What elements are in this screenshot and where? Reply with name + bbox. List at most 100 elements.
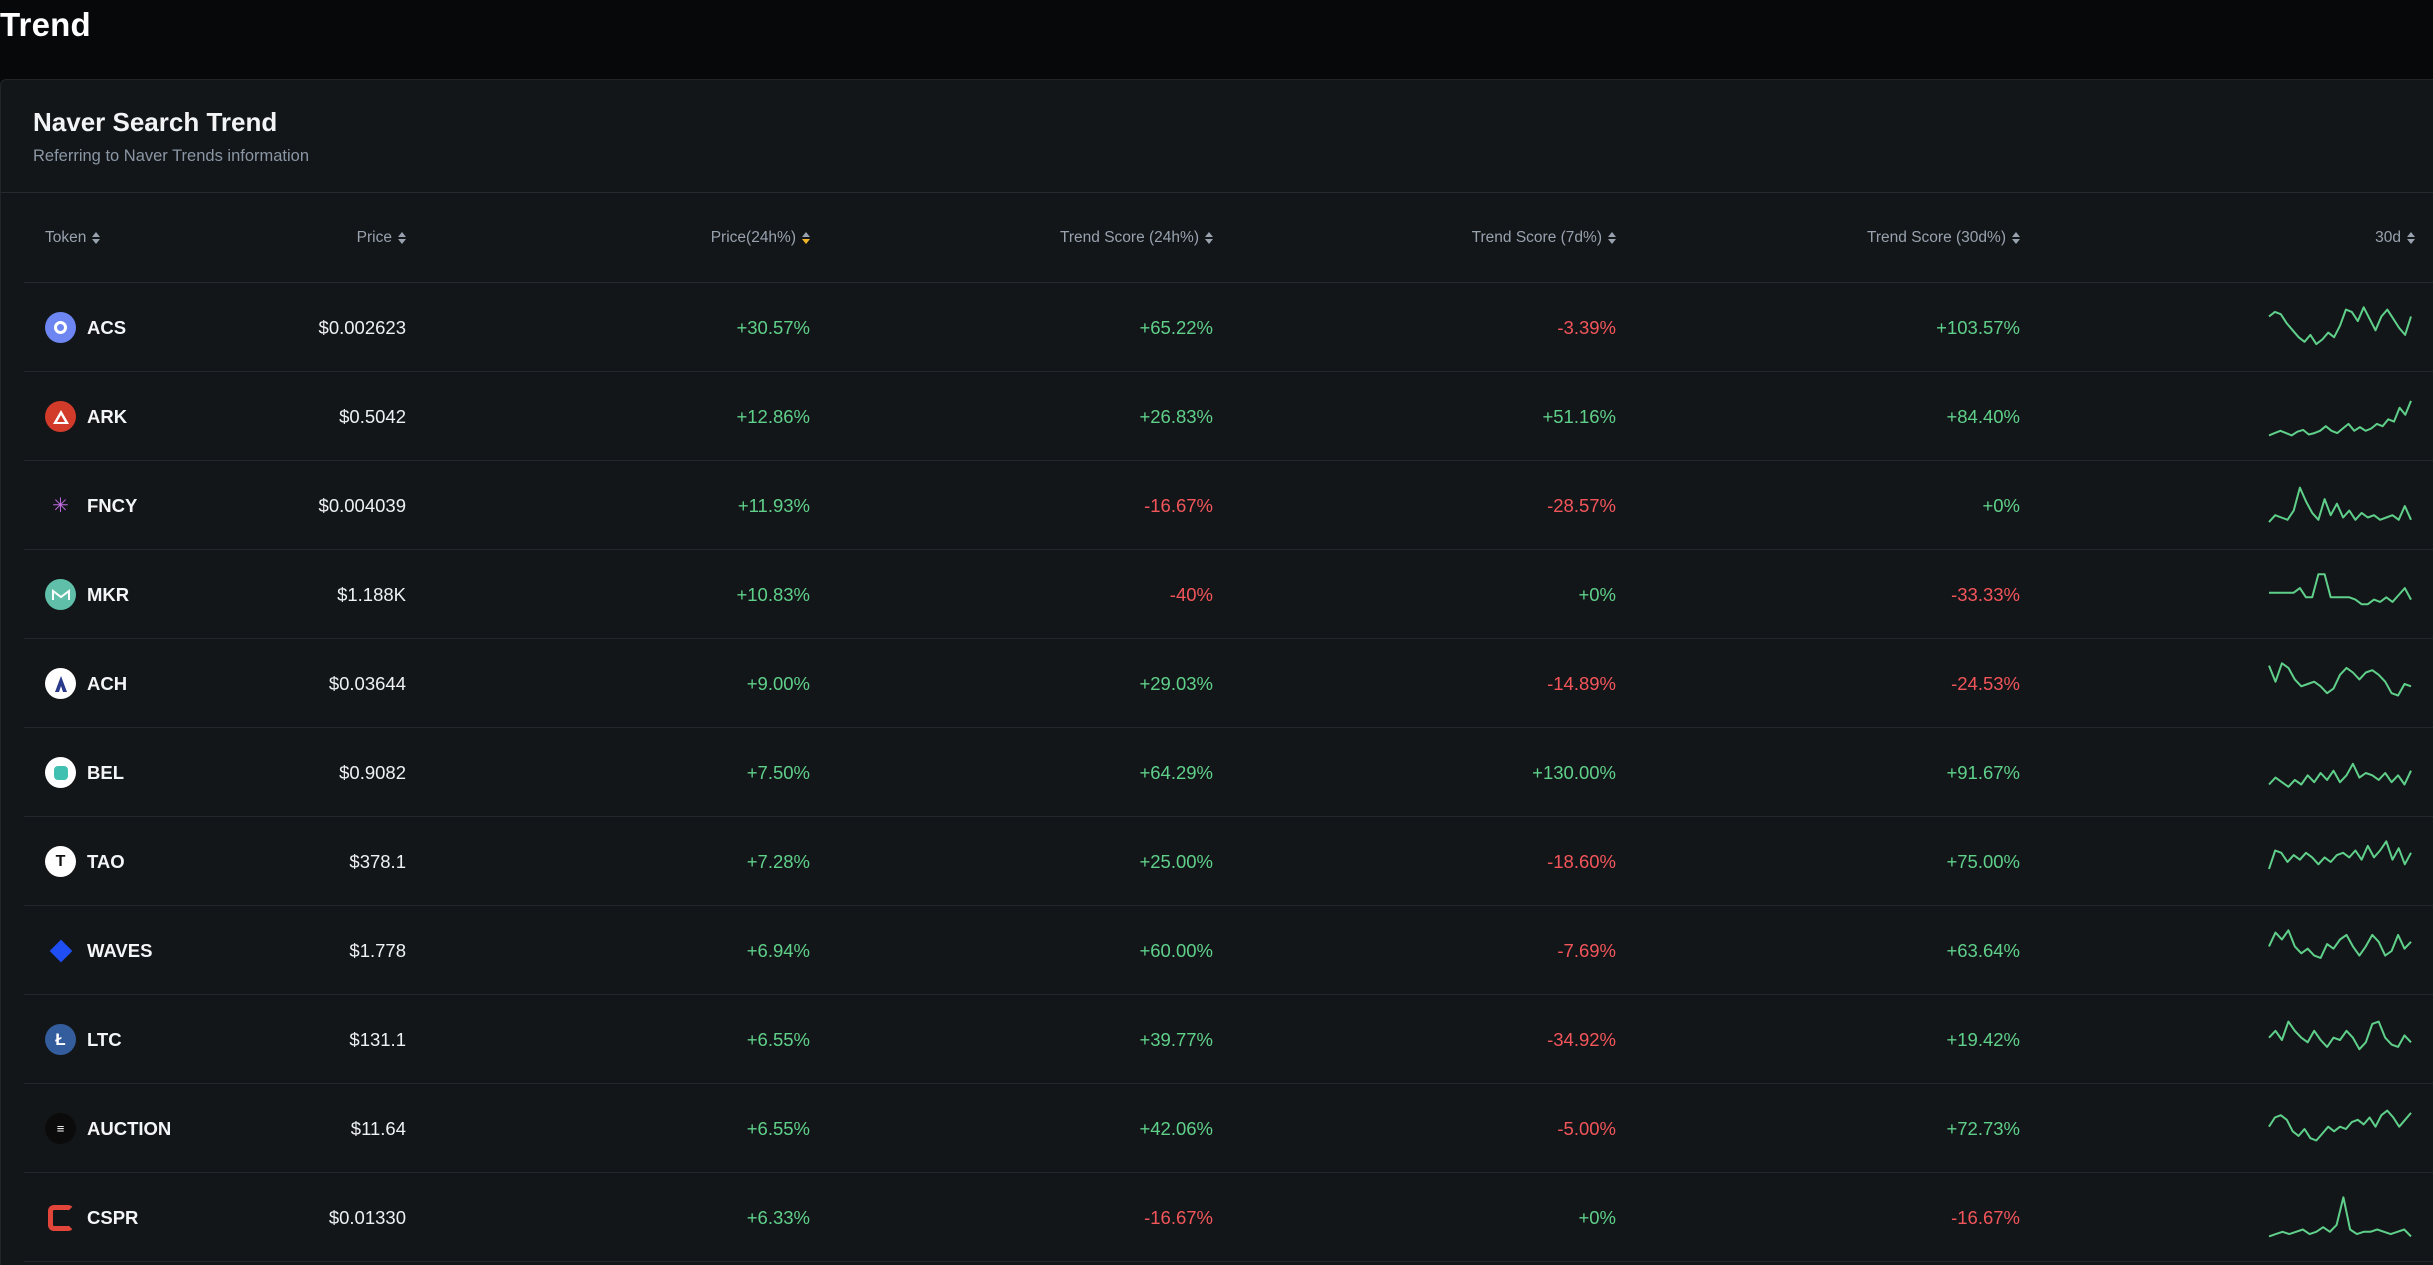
table-row-bel[interactable]: BEL $0.9082 +7.50% +64.29% +130.00% +91.… — [24, 728, 2433, 817]
token-name: BEL — [87, 761, 124, 783]
column-header-trend-7d[interactable]: Trend Score (7d%) — [1472, 194, 1616, 282]
sparkline-30d — [2268, 661, 2412, 696]
trend-24h-cell: +64.29% — [1139, 761, 1213, 783]
sparkline-cell — [2265, 283, 2415, 372]
price-cell: $378.1 — [349, 850, 406, 872]
card-title: Naver Search Trend — [33, 107, 278, 137]
table-row-ltc[interactable]: Ł LTC $131.1 +6.55% +39.77% -34.92% +19.… — [24, 995, 2433, 1084]
sort-icon — [1608, 232, 1616, 244]
trend-7d-cell: -28.57% — [1547, 494, 1616, 516]
sort-icon — [2012, 232, 2020, 244]
table-header: Token Price Price(24h%) Trend Score (24h… — [24, 194, 2433, 283]
card-header: Naver Search Trend Referring to Naver Tr… — [1, 80, 2433, 193]
table-row-ach[interactable]: ACH $0.03644 +9.00% +29.03% -14.89% -24.… — [24, 639, 2433, 728]
trend-30d-cell: +63.64% — [1946, 939, 2020, 961]
column-header-token[interactable]: Token — [45, 194, 101, 282]
sparkline-cell — [2265, 728, 2415, 817]
trend-30d-cell: +72.73% — [1946, 1117, 2020, 1139]
column-label: 30d — [2375, 229, 2401, 246]
column-label: Price — [356, 229, 392, 246]
column-header-trend-24h[interactable]: Trend Score (24h%) — [1060, 194, 1213, 282]
table-row-mkr[interactable]: MKR $1.188K +10.83% -40% +0% -33.33% — [24, 550, 2433, 639]
sparkline-30d — [2268, 928, 2412, 959]
token-cell: CSPR — [45, 1173, 138, 1262]
token-name: FNCY — [87, 494, 138, 516]
sparkline-30d — [2268, 839, 2412, 869]
table-row-tao[interactable]: T TAO $378.1 +7.28% +25.00% -18.60% +75.… — [24, 817, 2433, 906]
price-cell: $0.002623 — [318, 316, 406, 338]
trend-24h-cell: +65.22% — [1139, 316, 1213, 338]
sparkline-30d — [2268, 400, 2412, 436]
price-cell: $0.03644 — [328, 672, 406, 694]
table-row-auction[interactable]: ≡ AUCTION $11.64 +6.55% +42.06% -5.00% +… — [24, 1084, 2433, 1173]
trend-30d-cell: -24.53% — [1951, 672, 2020, 694]
price-24h-cell: +12.86% — [736, 405, 810, 427]
price-cell: $0.01330 — [328, 1206, 406, 1228]
table-row-cspr[interactable]: CSPR $0.01330 +6.33% -16.67% +0% -16.67% — [24, 1173, 2433, 1262]
token-cell: ACH — [45, 639, 127, 728]
sparkline-path — [2268, 928, 2412, 959]
trend-24h-cell: +42.06% — [1139, 1117, 1213, 1139]
column-header-price[interactable]: Price — [357, 194, 406, 282]
trend-7d-cell: +0% — [1578, 583, 1616, 605]
token-name: ACH — [87, 672, 128, 694]
table-row-fncy[interactable]: ✳ FNCY $0.004039 +11.93% -16.67% -28.57%… — [24, 461, 2433, 550]
trend-7d-cell: -34.92% — [1547, 1028, 1616, 1050]
column-header-trend-30d[interactable]: Trend Score (30d%) — [1867, 194, 2020, 282]
naver-trend-card: Naver Search Trend Referring to Naver Tr… — [0, 79, 2433, 1265]
auction-icon: ≡ — [45, 1113, 76, 1144]
sparkline-cell — [2265, 817, 2415, 906]
trend-7d-cell: -18.60% — [1547, 850, 1616, 872]
column-header-price-24h[interactable]: Price(24h%) — [711, 194, 810, 282]
page-title: Trend — [0, 6, 91, 43]
price-24h-cell: +6.55% — [746, 1117, 810, 1139]
token-cell: MKR — [45, 550, 129, 639]
price-24h-cell: +30.57% — [736, 316, 810, 338]
price-cell: $1.778 — [349, 939, 406, 961]
trend-7d-cell: +0% — [1578, 1206, 1616, 1228]
sparkline-30d — [2268, 1195, 2412, 1237]
sparkline-path — [2269, 572, 2412, 605]
table-row-acs[interactable]: ACS $0.002623 +30.57% +65.22% -3.39% +10… — [24, 283, 2433, 372]
trend-30d-cell: -16.67% — [1951, 1206, 2020, 1228]
trend-7d-cell: +130.00% — [1532, 761, 1616, 783]
trend-24h-cell: +29.03% — [1139, 672, 1213, 694]
ach-icon — [45, 668, 76, 699]
trend-7d-cell: -5.00% — [1557, 1117, 1616, 1139]
sparkline-cell — [2265, 1173, 2415, 1262]
token-name: LTC — [87, 1028, 122, 1050]
trend-7d-cell: -3.39% — [1557, 316, 1616, 338]
token-name: ACS — [87, 316, 127, 338]
sparkline-cell — [2265, 906, 2415, 995]
column-label: Trend Score (30d%) — [1867, 229, 2006, 246]
trend-30d-cell: +0% — [1982, 494, 2020, 516]
sparkline-30d — [2268, 305, 2412, 345]
table-row-ark[interactable]: ARK $0.5042 +12.86% +26.83% +51.16% +84.… — [24, 372, 2433, 461]
token-cell: ARK — [45, 372, 127, 461]
trend-30d-cell: +103.57% — [1936, 316, 2020, 338]
column-label: Trend Score (7d%) — [1471, 229, 1602, 246]
sort-icon — [2407, 232, 2415, 244]
price-cell: $0.004039 — [318, 494, 406, 516]
ark-icon — [45, 401, 76, 432]
ltc-icon: Ł — [45, 1024, 76, 1055]
table-row-waves[interactable]: WAVES $1.778 +6.94% +60.00% -7.69% +63.6… — [24, 906, 2433, 995]
token-cell: WAVES — [45, 906, 152, 995]
sparkline-path — [2268, 1020, 2412, 1050]
trend-7d-cell: -14.89% — [1547, 672, 1616, 694]
column-header-30d[interactable]: 30d — [2375, 194, 2415, 282]
price-24h-cell: +6.33% — [746, 1206, 810, 1228]
price-cell: $0.5042 — [339, 405, 406, 427]
token-cell: Ł LTC — [45, 995, 122, 1084]
tao-icon: T — [45, 846, 76, 877]
waves-icon — [45, 935, 76, 966]
trend-24h-cell: +60.00% — [1139, 939, 1213, 961]
sparkline-path — [2268, 661, 2412, 696]
token-cell: BEL — [45, 728, 124, 817]
sparkline-30d — [2269, 572, 2412, 605]
sparkline-cell — [2265, 550, 2415, 639]
sort-active-icon — [802, 232, 810, 244]
cspr-icon — [45, 1202, 76, 1233]
sparkline-30d — [2268, 486, 2412, 523]
bel-icon — [45, 757, 76, 788]
